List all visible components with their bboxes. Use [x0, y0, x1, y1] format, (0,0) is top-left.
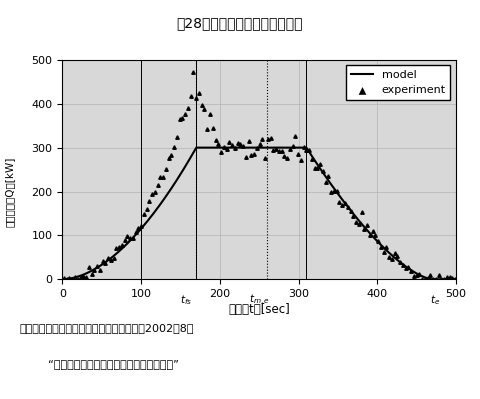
- Text: $t_{m,e}$: $t_{m,e}$: [250, 293, 270, 308]
- Legend: model, experiment: model, experiment: [346, 65, 450, 100]
- Text: 発熱速度　Q　[kW]: 発熱速度 Q [kW]: [5, 156, 14, 227]
- Text: $t_{fs}$: $t_{fs}$: [180, 293, 192, 307]
- X-axis label: 時刻　t　[sec]: 時刻 t [sec]: [228, 303, 290, 316]
- Text: “ウレタンマットの発熱速度の簡易予測法”: “ウレタンマットの発熱速度の簡易予測法”: [48, 359, 179, 369]
- Text: $t_e$: $t_e$: [430, 293, 440, 307]
- Text: 出典；日本建築学会大会学術講演概要集　2002年8月: 出典；日本建築学会大会学術講演概要集 2002年8月: [19, 323, 194, 333]
- Text: 図28　　モデルと実測値の比較: 図28 モデルと実測値の比較: [177, 16, 303, 30]
